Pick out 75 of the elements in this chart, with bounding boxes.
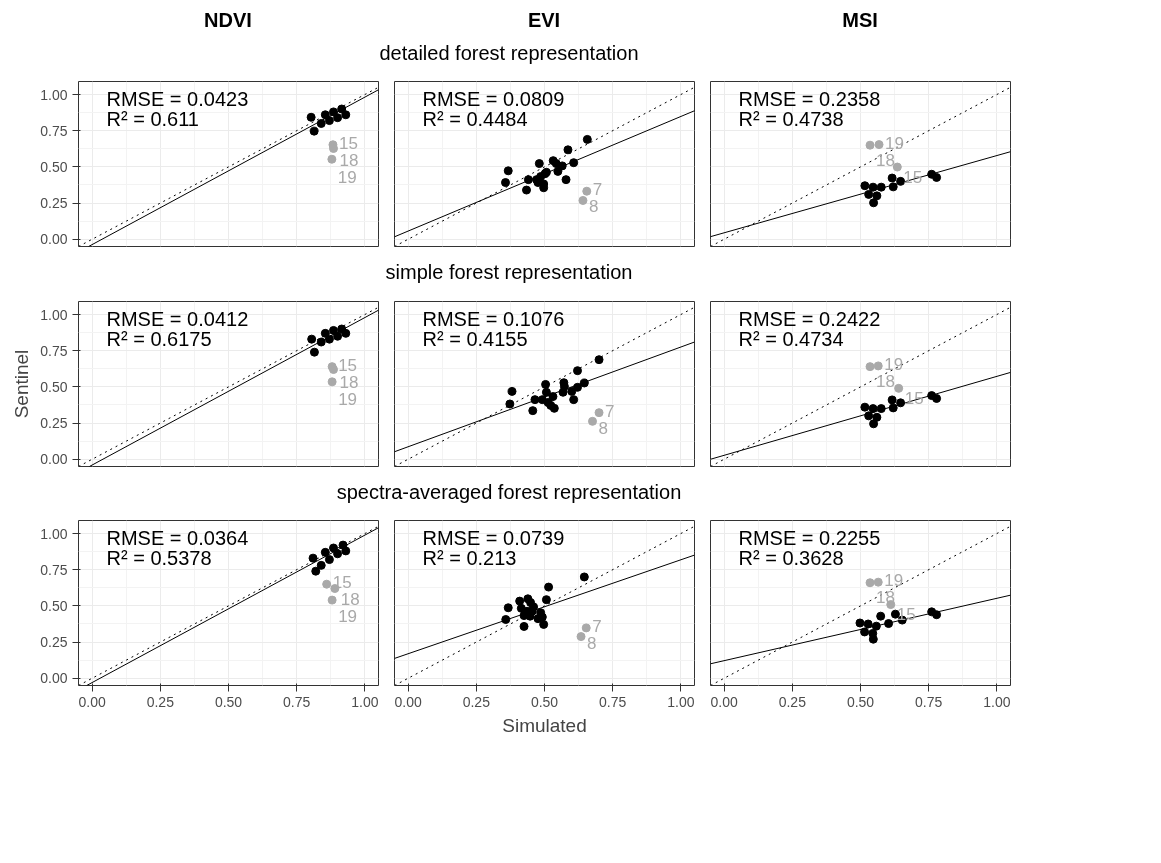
x-tick-label: 0.00 bbox=[710, 693, 738, 710]
annotation: RMSE = 0.0809 bbox=[422, 87, 565, 110]
chart-title: NDVI bbox=[204, 8, 252, 33]
y-tick-label: 0.50 bbox=[40, 378, 68, 395]
annotation: 19 bbox=[884, 354, 904, 374]
y-tick-label: 0.00 bbox=[40, 670, 68, 687]
x-tick-label: 1.00 bbox=[667, 693, 695, 710]
annotation: RMSE = 0.2422 bbox=[738, 307, 881, 330]
y-tick-label: 0.50 bbox=[40, 159, 68, 176]
annotation: 19 bbox=[884, 571, 904, 591]
annotation: R² = 0.4734 bbox=[738, 327, 844, 350]
x-tick-label: 0.00 bbox=[394, 693, 422, 710]
y-tick-label: 0.00 bbox=[40, 231, 68, 248]
annotation: R² = 0.213 bbox=[422, 546, 517, 569]
annotation: R² = 0.4738 bbox=[738, 107, 844, 130]
x-tick-label: 0.75 bbox=[283, 693, 311, 710]
annotation: 19 bbox=[337, 167, 357, 187]
annotation: R² = 0.611 bbox=[106, 107, 199, 130]
x-tick-label: 0.25 bbox=[146, 693, 175, 710]
y-tick-label: 0.75 bbox=[40, 122, 68, 139]
annotation: 15 bbox=[338, 133, 358, 153]
chart-title: MSI bbox=[842, 8, 878, 33]
x-tick-label: 0.00 bbox=[78, 693, 106, 710]
annotation: 15 bbox=[338, 355, 358, 375]
annotation: R² = 0.6175 bbox=[106, 327, 212, 350]
y-tick-label: 0.75 bbox=[40, 561, 68, 578]
annotation: R² = 0.4155 bbox=[422, 327, 528, 350]
annotation: 18 bbox=[339, 372, 359, 392]
x-axis-title: Simulated bbox=[502, 714, 587, 736]
y-tick-label: 1.00 bbox=[40, 525, 68, 542]
annotation: R² = 0.3628 bbox=[738, 546, 844, 569]
annotation: RMSE = 0.2358 bbox=[738, 87, 881, 110]
annotation: RMSE = 0.0423 bbox=[106, 87, 249, 110]
annotation: 18 bbox=[340, 590, 360, 610]
annotation: 19 bbox=[338, 607, 358, 627]
annotation: 18 bbox=[339, 150, 359, 170]
annotation: 8 bbox=[588, 197, 599, 217]
x-tick-label: 0.50 bbox=[846, 693, 875, 710]
y-tick-label: 0.00 bbox=[40, 450, 68, 467]
y-tick-label: 0.25 bbox=[40, 195, 68, 212]
y-tick-label: 0.25 bbox=[40, 414, 68, 431]
x-tick-label: 0.25 bbox=[462, 693, 491, 710]
x-tick-label: 0.75 bbox=[599, 693, 627, 710]
x-tick-label: 0.75 bbox=[915, 693, 943, 710]
x-tick-label: 0.50 bbox=[214, 693, 243, 710]
y-tick-label: 0.75 bbox=[40, 342, 68, 359]
annotation: 19 bbox=[885, 133, 904, 153]
annotation: 18 bbox=[876, 371, 895, 391]
chart-subtitle: simple forest representation bbox=[385, 260, 633, 286]
x-tick-label: 1.00 bbox=[351, 693, 379, 710]
annotation: 7 bbox=[605, 401, 615, 421]
annotation: 8 bbox=[598, 418, 608, 438]
annotation: 8 bbox=[587, 634, 597, 654]
x-tick-label: 1.00 bbox=[983, 693, 1011, 710]
annotation: 7 bbox=[592, 617, 602, 637]
chart-subtitle: spectra-averaged forest representation bbox=[336, 479, 682, 505]
annotation: RMSE = 0.0364 bbox=[106, 526, 249, 549]
y-tick-label: 0.25 bbox=[40, 634, 68, 651]
annotation: 18 bbox=[876, 150, 895, 170]
chart-title: EVI bbox=[527, 8, 561, 33]
annotation: R² = 0.4484 bbox=[422, 107, 528, 130]
annotation: RMSE = 0.0412 bbox=[106, 307, 249, 330]
chart-subtitle: detailed forest representation bbox=[379, 40, 639, 66]
y-tick-label: 1.00 bbox=[40, 306, 68, 323]
annotation: 19 bbox=[338, 389, 358, 409]
annotation: RMSE = 0.2255 bbox=[738, 526, 881, 549]
annotation: RMSE = 0.1076 bbox=[422, 307, 565, 330]
y-tick-label: 0.50 bbox=[40, 598, 68, 615]
annotation: 7 bbox=[592, 180, 603, 200]
x-tick-label: 0.50 bbox=[530, 693, 559, 710]
y-tick-label: 1.00 bbox=[40, 86, 68, 103]
y-axis-title: Sentinel bbox=[11, 349, 33, 419]
x-tick-label: 0.25 bbox=[778, 693, 807, 710]
annotation: RMSE = 0.0739 bbox=[422, 526, 565, 549]
annotation: R² = 0.5378 bbox=[106, 546, 212, 569]
